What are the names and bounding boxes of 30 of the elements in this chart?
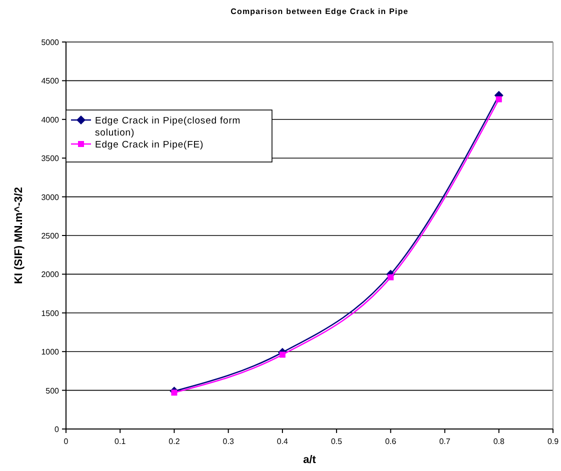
y-tick-label: 500 [46,386,60,396]
point [279,352,286,358]
chart-title: Comparison between Edge Crack in Pipe [230,7,408,16]
y-axis-title: KI (SIF) MN.m^-3/2 [13,187,25,284]
x-tick-label: 0.2 [168,437,180,446]
x-tick-label: 0.3 [222,437,234,446]
y-tick-label: 4500 [41,76,60,86]
y-tick-label: 0 [54,425,60,434]
y-tick-label: 3000 [41,192,60,202]
point [388,274,394,280]
y-tick-label: 2500 [41,232,60,240]
x-tick-label: 0.6 [385,437,397,446]
x-axis-title: a/t [303,454,316,466]
y-tick-label: 3500 [41,154,60,164]
y-tick-label: 4000 [41,115,60,124]
y-tick-label: 2000 [41,270,60,280]
y-tick-label: 1000 [41,348,60,357]
x-tick-label: 0.4 [276,437,289,446]
point [496,96,502,102]
x-tick-label: 0.9 [547,437,560,446]
y-tick-label: 5000 [41,38,60,47]
x-tick-label: 0.5 [330,437,343,446]
x-tick-label: 0.7 [439,437,451,446]
x-tick-label: 0.8 [493,437,505,446]
x-tick-label: 0 [64,437,69,446]
legend-label: Edge Crack in Pipe(closed form solution) [95,116,241,138]
legend-label: Edge Crack in Pipe(FE) [95,140,204,150]
y-tick-label: 1500 [41,308,60,318]
point [171,390,178,396]
x-tick-label: 0.1 [114,437,126,446]
